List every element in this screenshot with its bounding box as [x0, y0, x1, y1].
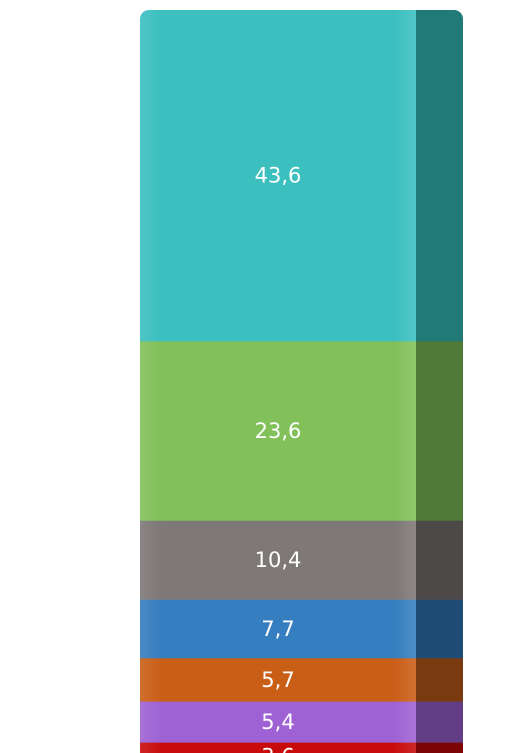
bar-segments [140, 10, 463, 753]
bar-segment-1-highlight [140, 10, 416, 342]
bar-segment-3-side [416, 520, 463, 601]
bar-segment-5-highlight [140, 658, 416, 703]
data-label-1: 43,6 [255, 164, 302, 188]
bar-segment-6-side [416, 701, 463, 744]
bar-segment-4-highlight [140, 599, 416, 659]
bar-segment-5-side [416, 658, 463, 703]
data-label-5: 5,7 [261, 668, 294, 692]
data-label-3: 10,4 [255, 548, 302, 572]
bar-segment-2-highlight [140, 341, 416, 522]
data-label-6: 5,4 [261, 710, 294, 734]
data-labels: 43,6 23,6 10,4 7,7 5,7 5,4 3,6 [255, 164, 302, 753]
data-label-4: 7,7 [261, 617, 294, 641]
bar-segment-7-side [416, 742, 463, 753]
bar-segment-7-highlight [140, 742, 416, 753]
data-label-2: 23,6 [255, 419, 302, 443]
bar-segment-2-side [416, 341, 463, 522]
bar-segment-3-highlight [140, 520, 416, 601]
bar-segment-1-side [416, 10, 463, 342]
bar-segment-6-highlight [140, 701, 416, 744]
data-label-7: 3,6 [261, 744, 294, 753]
bar-segment-4-side [416, 599, 463, 659]
